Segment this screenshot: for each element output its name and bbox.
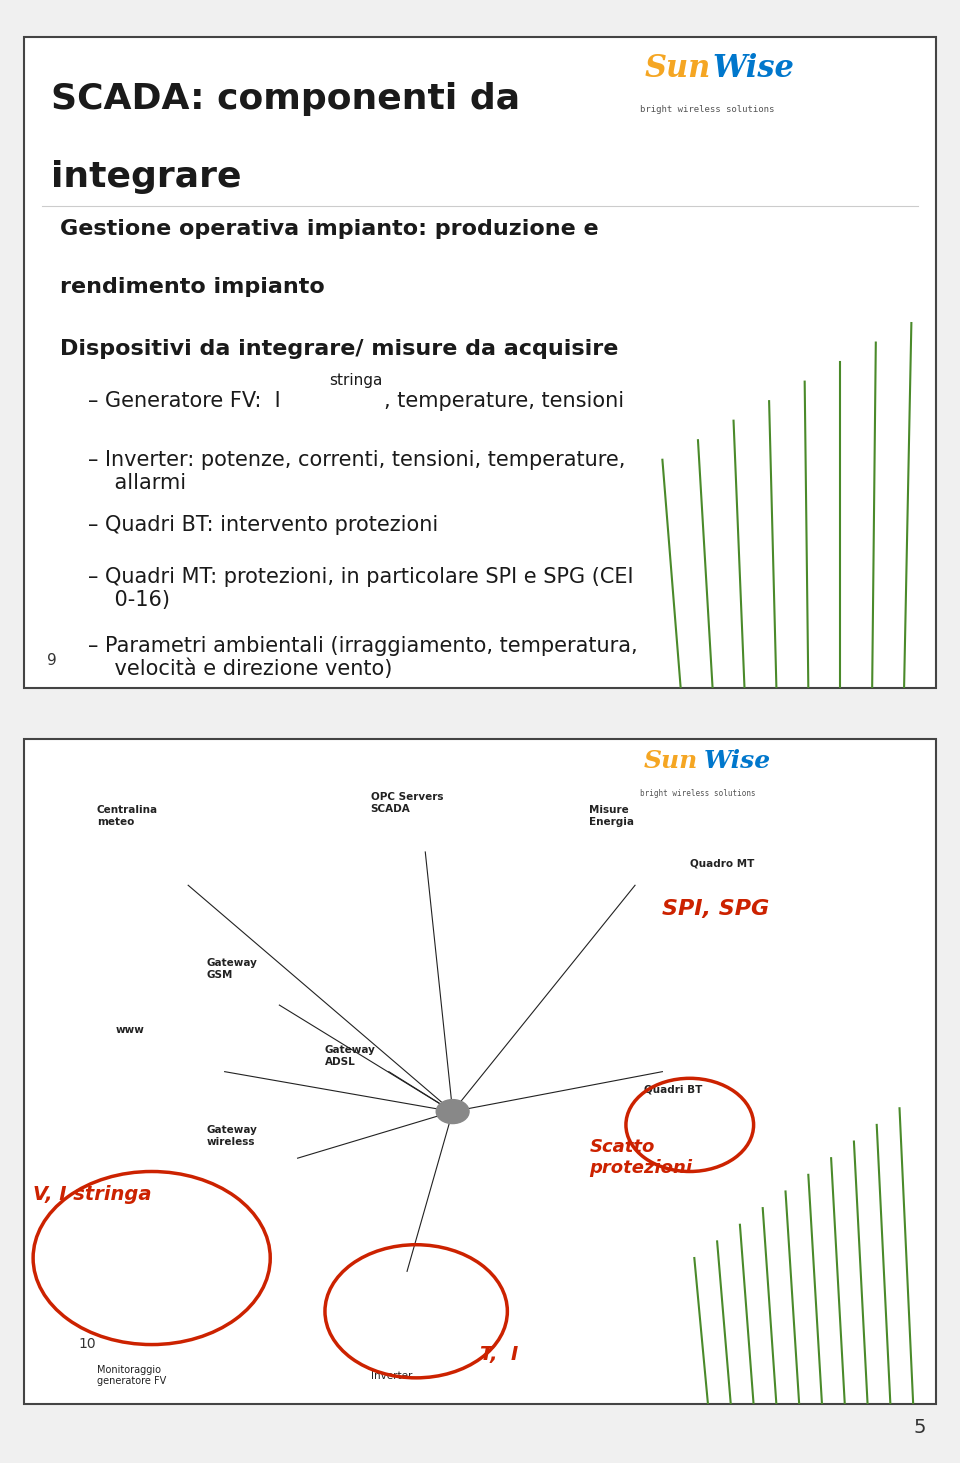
Text: Gateway
GSM: Gateway GSM (206, 958, 257, 980)
Text: integrare: integrare (52, 161, 242, 195)
Text: Monitoraggio
generatore FV: Monitoraggio generatore FV (97, 1365, 166, 1385)
FancyBboxPatch shape (24, 739, 936, 1404)
Text: OPC Servers
SCADA: OPC Servers SCADA (371, 791, 444, 813)
Text: Misure
Energia: Misure Energia (589, 805, 635, 827)
Text: Quadri BT: Quadri BT (644, 1086, 703, 1094)
Text: Wise: Wise (712, 53, 795, 83)
Text: T,  I: T, I (480, 1344, 518, 1364)
Text: Gestione operativa impianto: produzione e: Gestione operativa impianto: produzione … (60, 219, 599, 238)
Text: Sun: Sun (644, 53, 710, 83)
Text: Scatto
protezioni: Scatto protezioni (589, 1138, 692, 1178)
Text: Inverter: Inverter (371, 1371, 412, 1381)
Text: Dispositivi da integrare/ misure da acquisire: Dispositivi da integrare/ misure da acqu… (60, 339, 619, 360)
Text: , temperature, tensioni: , temperature, tensioni (384, 392, 624, 411)
Text: www: www (115, 1026, 144, 1034)
Text: – Inverter: potenze, correnti, tensioni, temperature,
    allarmi: – Inverter: potenze, correnti, tensioni,… (88, 451, 625, 493)
Text: Wise: Wise (704, 749, 771, 772)
Text: 9: 9 (47, 652, 57, 669)
Text: – Quadri MT: protezioni, in particolare SPI e SPG (CEI
    0-16): – Quadri MT: protezioni, in particolare … (88, 568, 634, 610)
Circle shape (436, 1100, 469, 1124)
Text: bright wireless solutions: bright wireless solutions (639, 789, 756, 797)
Text: V, I stringa: V, I stringa (33, 1185, 152, 1204)
Text: – Parametri ambientali (irraggiamento, temperatura,
    velocità e direzione ven: – Parametri ambientali (irraggiamento, t… (88, 635, 637, 679)
Text: 10: 10 (79, 1337, 96, 1352)
Text: – Quadri BT: intervento protezioni: – Quadri BT: intervento protezioni (88, 515, 438, 535)
Text: Centralina
meteo: Centralina meteo (97, 805, 158, 827)
Text: Sun: Sun (644, 749, 699, 772)
Text: SPI, SPG: SPI, SPG (662, 898, 770, 919)
FancyBboxPatch shape (24, 37, 936, 688)
Text: 5: 5 (914, 1418, 926, 1437)
Text: rendimento impianto: rendimento impianto (60, 278, 325, 297)
Text: Gateway
ADSL: Gateway ADSL (324, 1045, 375, 1067)
Text: Quadro MT: Quadro MT (689, 859, 755, 869)
Text: – Generatore FV:  I: – Generatore FV: I (88, 392, 280, 411)
Text: SCADA: componenti da: SCADA: componenti da (52, 82, 520, 116)
Text: bright wireless solutions: bright wireless solutions (639, 105, 774, 114)
Text: stringa: stringa (329, 373, 383, 388)
Text: Gateway
wireless: Gateway wireless (206, 1125, 257, 1147)
